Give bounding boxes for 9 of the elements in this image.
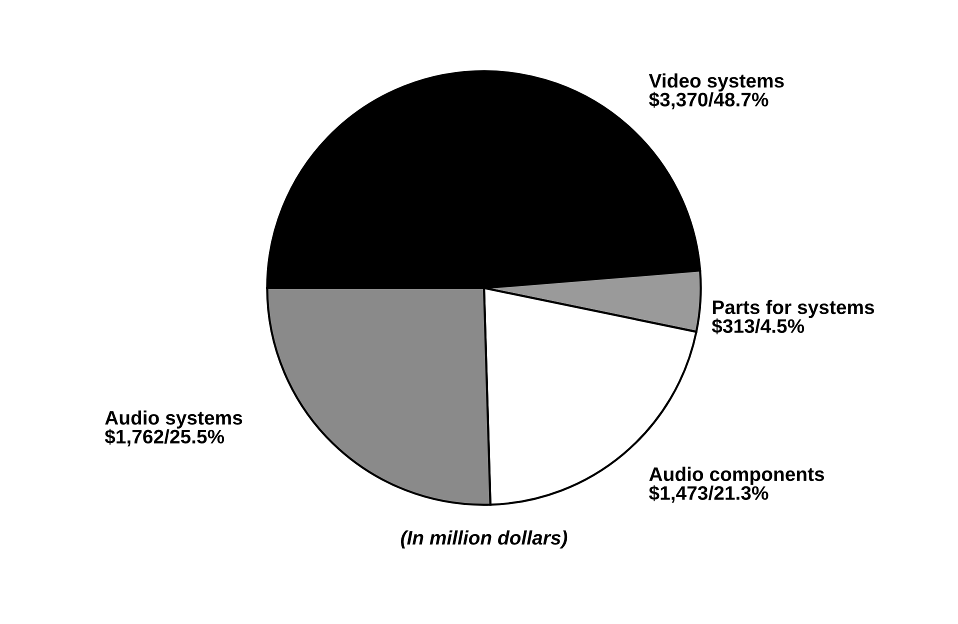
slice-label: Audio components bbox=[649, 466, 824, 485]
slice-label: Parts for systems bbox=[712, 300, 874, 318]
text: (In million dollars) bbox=[400, 530, 568, 549]
slice-label: Audio systems bbox=[105, 410, 242, 429]
data-label: $313/4.5% bbox=[712, 318, 804, 334]
slice-label: Video systems bbox=[648, 73, 784, 92]
data-label: $1,762/25.5% bbox=[104, 428, 224, 446]
data-label: $3,370/48.7% bbox=[649, 92, 768, 110]
data-label: $1,473/21.3% bbox=[649, 485, 768, 503]
